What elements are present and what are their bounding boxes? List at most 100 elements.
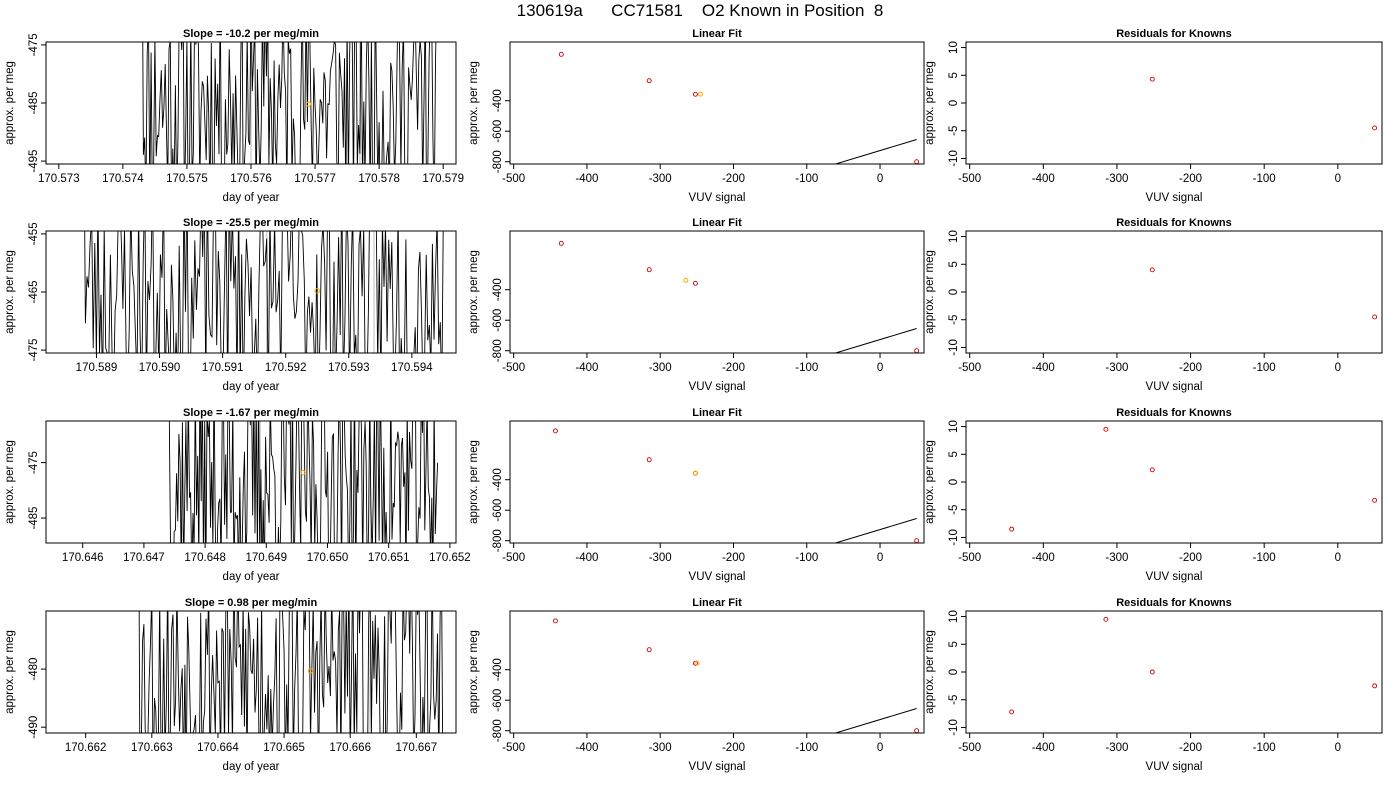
plot-area: [1149, 267, 1378, 320]
x-axis-label: day of year: [223, 571, 280, 583]
x-tick-label: -400: [1032, 173, 1055, 185]
y-tick-label: -5: [948, 695, 960, 705]
y-axis-label: approx. per meg: [924, 630, 936, 714]
highlight-point: [694, 660, 700, 666]
series-line: [168, 421, 439, 543]
panel-title: Residuals for Knowns: [1116, 407, 1232, 419]
x-tick-label: -300: [1105, 362, 1128, 374]
data-point: [692, 91, 698, 97]
y-tick-label: -600: [492, 120, 504, 143]
plot-area: [558, 51, 920, 164]
data-point: [1103, 426, 1109, 432]
x-axis-label: day of year: [223, 381, 280, 393]
x-tick-label: -100: [1253, 173, 1276, 185]
y-tick-label: 0: [948, 479, 960, 485]
x-tick-label: 170.579: [422, 173, 464, 185]
data-point: [1009, 709, 1015, 715]
x-tick-label: -200: [722, 173, 745, 185]
x-tick-label: -500: [502, 742, 525, 754]
x-tick-label: -300: [649, 552, 672, 564]
data-point: [914, 159, 920, 164]
data-point: [646, 647, 652, 653]
y-tick-label: -5: [948, 505, 960, 515]
plot-frame: [509, 610, 925, 734]
x-tick-label: 170.652: [429, 552, 471, 564]
series-line: [142, 42, 437, 164]
y-tick-label: -10: [948, 529, 960, 546]
x-tick-label: 170.662: [65, 742, 107, 754]
panel-title: Linear Fit: [692, 407, 742, 419]
plot-frame: [45, 420, 457, 544]
panel-title: Slope = -1.67 per meg/min: [183, 407, 319, 419]
y-tick-label: 10: [948, 610, 960, 623]
plot-area: [1149, 76, 1378, 131]
x-tick-label: -300: [649, 173, 672, 185]
x-tick-label: 0: [877, 173, 883, 185]
x-tick-label: 170.578: [358, 173, 400, 185]
data-point: [914, 538, 920, 543]
plot-frame: [965, 420, 1383, 544]
x-tick-label: -400: [1032, 362, 1055, 374]
data-point: [1372, 314, 1378, 320]
x-tick-label: -400: [575, 552, 598, 564]
panel-title: Linear Fit: [692, 28, 742, 40]
x-axis-label: day of year: [223, 761, 280, 773]
data-point: [558, 51, 564, 57]
plot-frame: [965, 610, 1383, 734]
data-point: [1149, 76, 1155, 82]
x-tick-label: -200: [1179, 742, 1202, 754]
panel-title: Slope = -10.2 per meg/min: [183, 28, 319, 40]
y-axis-label: approx. per meg: [468, 630, 480, 714]
highlight-point: [314, 288, 320, 294]
y-tick-label: -600: [492, 499, 504, 522]
x-tick-label: 170.590: [139, 362, 181, 374]
x-tick-label: -100: [795, 742, 818, 754]
x-tick-label: 170.591: [202, 362, 244, 374]
x-tick-label: -300: [649, 742, 672, 754]
y-tick-label: -475: [28, 33, 40, 56]
x-tick-label: 0: [1335, 173, 1341, 185]
x-tick-label: 170.592: [265, 362, 307, 374]
x-tick-label: 170.577: [294, 173, 336, 185]
highlight-point: [698, 91, 704, 97]
y-tick-label: -480: [28, 658, 40, 681]
y-axis-label: approx. per meg: [468, 440, 480, 524]
y-tick-label: -10: [948, 719, 960, 736]
data-point: [692, 280, 698, 286]
plot-area: [138, 611, 444, 733]
y-tick-label: -485: [28, 91, 40, 114]
x-tick-label: 170.576: [230, 173, 272, 185]
x-tick-label: -300: [1105, 173, 1128, 185]
x-tick-label: 170.663: [131, 742, 173, 754]
data-point: [914, 348, 920, 353]
x-tick-label: -200: [1179, 362, 1202, 374]
data-point: [1149, 467, 1155, 473]
x-tick-label: -100: [795, 173, 818, 185]
x-tick-label: -100: [795, 552, 818, 564]
x-tick-label: -300: [649, 362, 672, 374]
x-tick-label: 170.664: [197, 742, 239, 754]
plot-frame: [965, 41, 1383, 165]
x-axis-label: VUV signal: [689, 381, 746, 393]
y-tick-label: 5: [948, 641, 960, 647]
y-tick-label: -475: [28, 339, 40, 362]
y-axis-label: approx. per meg: [4, 61, 16, 145]
x-axis-label: VUV signal: [1146, 192, 1203, 204]
series-line: [138, 611, 444, 733]
y-tick-label: -455: [28, 222, 40, 245]
panel-title: Linear Fit: [692, 217, 742, 229]
panel-title: Slope = -25.5 per meg/min: [183, 217, 319, 229]
x-tick-label: -200: [722, 362, 745, 374]
highlight-point: [300, 469, 306, 476]
data-point: [1009, 526, 1015, 532]
x-tick-label: -100: [795, 362, 818, 374]
data-point: [1372, 125, 1378, 131]
y-tick-label: 5: [948, 72, 960, 78]
x-tick-label: 170.594: [391, 362, 433, 374]
y-tick-label: -465: [28, 280, 40, 303]
y-tick-label: 5: [948, 451, 960, 457]
x-tick-label: 0: [877, 742, 883, 754]
y-tick-label: -5: [948, 126, 960, 136]
fit-line: [833, 708, 917, 733]
y-tick-label: -10: [948, 339, 960, 356]
